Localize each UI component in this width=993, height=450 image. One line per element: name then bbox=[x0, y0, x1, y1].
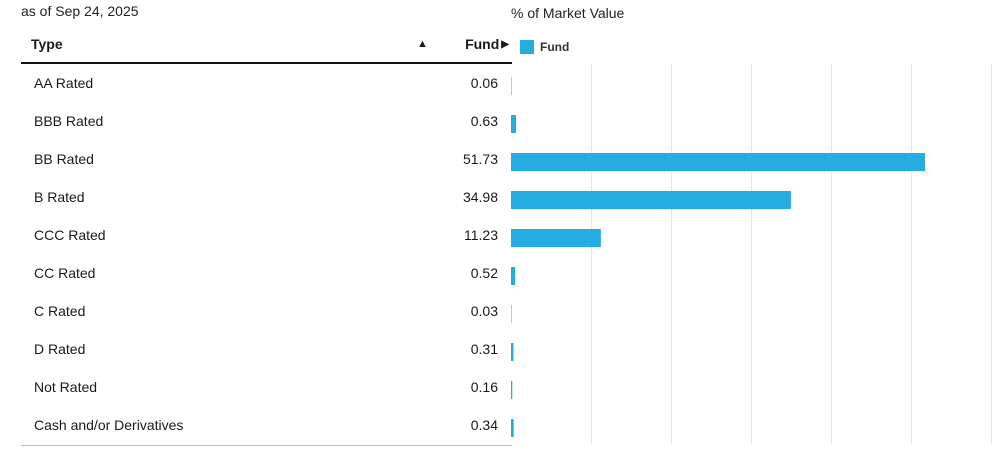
table-row: C Rated 0.03 bbox=[21, 292, 512, 330]
bar-ccc-rated[interactable] bbox=[511, 229, 601, 247]
table-row: CC Rated 0.52 bbox=[21, 254, 512, 292]
bar-bbb-rated[interactable] bbox=[511, 115, 517, 133]
table-row: AA Rated 0.06 bbox=[21, 64, 512, 102]
table-row: B Rated 34.98 bbox=[21, 178, 512, 216]
bar-not-rated[interactable] bbox=[511, 381, 513, 399]
table-bottom-divider bbox=[21, 445, 512, 446]
as-of-date: as of Sep 24, 2025 bbox=[21, 3, 139, 19]
fund-column-header[interactable]: Fund ▶ bbox=[465, 36, 509, 52]
row-type-label: AA Rated bbox=[34, 75, 94, 91]
bar-b-rated[interactable] bbox=[511, 191, 791, 209]
row-fund-value: 0.06 bbox=[470, 75, 498, 91]
table-row: BB Rated 51.73 bbox=[21, 140, 512, 178]
row-fund-value: 0.34 bbox=[470, 417, 498, 433]
row-fund-value: 0.52 bbox=[470, 265, 498, 281]
row-type-label: Cash and/or Derivatives bbox=[34, 417, 184, 433]
bar-bb-rated[interactable] bbox=[511, 153, 925, 171]
table-row: Cash and/or Derivatives 0.34 bbox=[21, 406, 512, 444]
legend-label-fund: Fund bbox=[540, 40, 570, 54]
table-header: Type ▲ Fund ▶ bbox=[21, 28, 512, 64]
play-right-icon: ▶ bbox=[501, 38, 509, 50]
sort-ascending-icon[interactable]: ▲ bbox=[417, 38, 428, 50]
bar-chart bbox=[511, 64, 993, 444]
table-row: D Rated 0.31 bbox=[21, 330, 512, 368]
table-row: CCC Rated 11.23 bbox=[21, 216, 512, 254]
bar-c-rated[interactable] bbox=[511, 305, 512, 323]
row-fund-value: 0.16 bbox=[470, 379, 498, 395]
fund-column-label: Fund bbox=[465, 36, 500, 52]
bar-aa-rated[interactable] bbox=[511, 77, 512, 95]
table-row: Not Rated 0.16 bbox=[21, 368, 512, 406]
type-column-header[interactable]: Type bbox=[31, 36, 63, 52]
bar-cc-rated[interactable] bbox=[511, 267, 516, 285]
row-type-label: BB Rated bbox=[34, 151, 94, 167]
table-row: BBB Rated 0.63 bbox=[21, 102, 512, 140]
row-type-label: BBB Rated bbox=[34, 113, 104, 129]
row-type-label: C Rated bbox=[34, 303, 86, 319]
row-fund-value: 0.31 bbox=[470, 341, 498, 357]
row-type-label: Not Rated bbox=[34, 379, 98, 395]
row-fund-value: 51.73 bbox=[462, 151, 498, 167]
bar-cash-and-or-derivatives[interactable] bbox=[511, 419, 514, 437]
row-type-label: CCC Rated bbox=[34, 227, 106, 243]
row-fund-value: 0.03 bbox=[470, 303, 498, 319]
row-type-label: CC Rated bbox=[34, 265, 96, 281]
chart-legend: Fund bbox=[520, 40, 569, 54]
row-fund-value: 11.23 bbox=[464, 227, 498, 243]
row-type-label: B Rated bbox=[34, 189, 85, 205]
table-body: AA Rated 0.06 BBB Rated 0.63 BB Rated 51.73 B … bbox=[21, 64, 512, 444]
holdings-table: Type ▲ Fund ▶ AA Rated 0.06 BBB Rated 0.63 B… bbox=[21, 28, 512, 444]
bar-chart-svg bbox=[511, 64, 992, 444]
row-fund-value: 0.63 bbox=[470, 113, 498, 129]
chart-title: % of Market Value bbox=[511, 5, 625, 21]
row-fund-value: 34.98 bbox=[462, 189, 498, 205]
bar-d-rated[interactable] bbox=[511, 343, 514, 361]
legend-swatch-fund bbox=[520, 40, 534, 54]
row-type-label: D Rated bbox=[34, 341, 86, 357]
